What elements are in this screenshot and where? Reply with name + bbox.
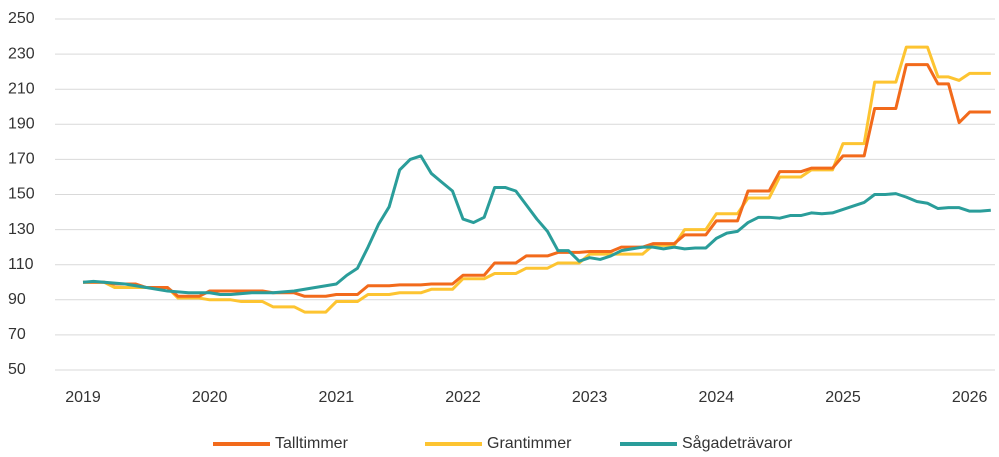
x-tick-label: 2019 bbox=[65, 389, 101, 406]
y-tick-label: 250 bbox=[8, 10, 35, 27]
series-line bbox=[83, 63, 991, 298]
y-tick-label: 50 bbox=[8, 361, 26, 378]
legend-label: Talltimmer bbox=[275, 435, 349, 452]
y-tick-label: 230 bbox=[8, 45, 35, 62]
y-tick-label: 210 bbox=[8, 80, 35, 97]
legend-label: Grantimmer bbox=[487, 435, 572, 452]
y-tick-label: 170 bbox=[8, 151, 35, 168]
y-tick-label: 110 bbox=[8, 256, 34, 273]
x-tick-label: 2020 bbox=[192, 389, 228, 406]
y-tick-label: 90 bbox=[8, 291, 26, 308]
x-tick-label: 2021 bbox=[319, 389, 355, 406]
x-tick-label: 2025 bbox=[825, 389, 861, 406]
series-line bbox=[83, 45, 991, 314]
y-tick-label: 130 bbox=[8, 221, 35, 238]
y-tick-label: 70 bbox=[8, 326, 26, 343]
x-tick-label: 2026 bbox=[952, 389, 988, 406]
x-tick-label: 2022 bbox=[445, 389, 481, 406]
x-tick-label: 2024 bbox=[699, 389, 735, 406]
y-tick-label: 190 bbox=[8, 116, 35, 133]
x-tick-label: 2023 bbox=[572, 389, 608, 406]
legend-label: Sågadeträvaror bbox=[682, 434, 793, 452]
y-tick-label: 150 bbox=[8, 186, 35, 203]
series-line bbox=[82, 154, 991, 297]
